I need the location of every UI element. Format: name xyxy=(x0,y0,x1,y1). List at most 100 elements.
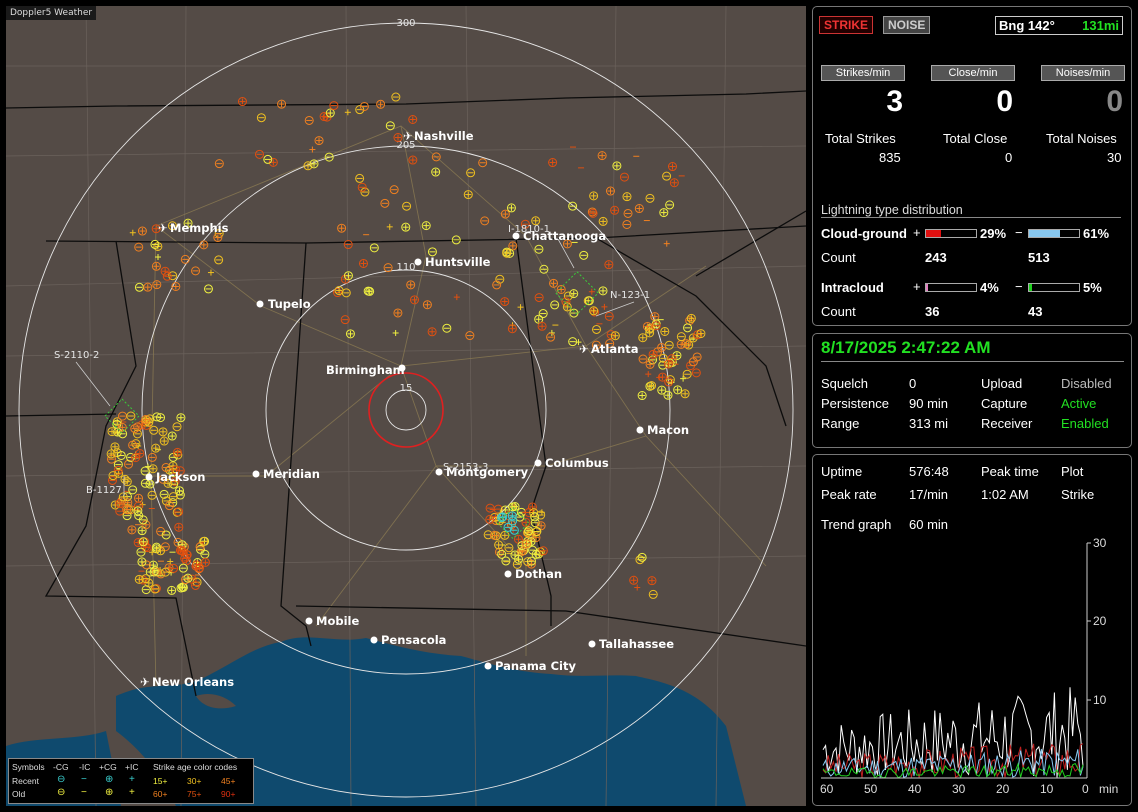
strike-marker xyxy=(612,161,622,171)
strike-marker xyxy=(634,204,644,214)
noise-button[interactable]: NOISE xyxy=(883,16,931,34)
svg-text:Mobile: Mobile xyxy=(316,614,359,628)
total-strikes-value: 835 xyxy=(879,150,901,165)
strike-marker xyxy=(129,229,136,236)
total-close-value: 0 xyxy=(1005,150,1013,165)
range-label-outer: 300 xyxy=(396,18,415,29)
strike-marker xyxy=(604,260,614,270)
range-label-2: 110 xyxy=(396,262,415,273)
trend-panel: Uptime 576:48 Peak time Plot Peak rate 1… xyxy=(812,454,1132,806)
plot-value[interactable]: Strike xyxy=(1061,487,1095,502)
strike-marker xyxy=(393,308,403,318)
strike-marker xyxy=(178,563,188,573)
lightning-map[interactable]: 300 205 110 15 ✈ Nashville ✈ Memphis Chatt… xyxy=(6,6,806,806)
strike-marker xyxy=(502,248,512,258)
recent-neg-ic-icon: − xyxy=(81,774,87,785)
strike-marker xyxy=(177,540,187,550)
strike-marker xyxy=(116,450,126,460)
strike-marker xyxy=(329,101,339,111)
cg-pos-sign: + xyxy=(913,225,921,240)
strike-marker xyxy=(176,583,186,593)
legend-age-15: 15+ xyxy=(153,776,168,786)
strike-marker xyxy=(507,324,517,334)
svg-text:Panama City: Panama City xyxy=(495,659,576,673)
strike-marker xyxy=(648,349,658,359)
strike-marker xyxy=(126,411,136,421)
city-panama-city: Panama City xyxy=(484,659,576,673)
strike-marker xyxy=(147,452,157,462)
city-huntsville: Huntsville xyxy=(414,255,491,269)
peak-time-value: 1:02 AM xyxy=(981,487,1029,502)
ic-pos-bar xyxy=(925,283,977,292)
distance-value: 131mi xyxy=(1082,18,1119,33)
strike-marker xyxy=(391,92,401,102)
strike-marker xyxy=(147,490,157,500)
strike-marker xyxy=(489,530,499,540)
strike-marker xyxy=(167,558,174,565)
strike-marker xyxy=(485,514,495,524)
receiver-label: Receiver xyxy=(981,416,1033,431)
cg-neg-bar xyxy=(1028,229,1080,238)
strikes-min-value: 3 xyxy=(886,85,903,118)
cg-neg-sign: − xyxy=(1015,225,1023,240)
strike-marker xyxy=(587,207,597,217)
strike-marker xyxy=(167,431,177,441)
city-atlanta: ✈ Atlanta xyxy=(579,342,639,356)
strike-marker xyxy=(637,552,647,562)
svg-text:Nashville: Nashville xyxy=(414,129,474,143)
strike-marker xyxy=(534,244,544,254)
strike-marker xyxy=(497,513,507,523)
close-min-header: Close/min xyxy=(931,65,1015,81)
strike-marker xyxy=(376,99,386,109)
range-label-inner: 15 xyxy=(400,383,413,394)
persistence-value: 90 min xyxy=(909,396,949,411)
strike-marker xyxy=(392,329,399,336)
strike-marker xyxy=(159,489,169,499)
strike-marker xyxy=(151,224,161,234)
x-tick-0: 0 xyxy=(1082,782,1089,796)
strike-marker xyxy=(406,280,416,290)
strike-marker xyxy=(507,511,517,521)
ic-count-label: Count xyxy=(821,304,856,319)
legend-old-label: Old xyxy=(12,789,26,799)
ic-neg-sign: − xyxy=(1015,279,1023,294)
strike-marker xyxy=(664,377,674,387)
y-tick-20: 20 xyxy=(1093,614,1107,628)
strike-marker xyxy=(140,478,150,488)
strike-marker xyxy=(393,133,403,143)
legend-col-neg-ic: -IC xyxy=(79,762,91,772)
uptime-value: 576:48 xyxy=(909,464,949,479)
strike-marker xyxy=(682,369,692,379)
svg-text:Memphis: Memphis xyxy=(170,221,229,235)
svg-text:Birmingham: Birmingham xyxy=(326,363,405,377)
strike-marker xyxy=(110,500,120,510)
strike-marker xyxy=(127,525,137,535)
strike-marker xyxy=(638,333,648,343)
settings-panel: 8/17/2025 2:47:22 AM Squelch 0 Upload Di… xyxy=(812,333,1132,448)
svg-text:Tallahassee: Tallahassee xyxy=(599,637,674,651)
strike-marker xyxy=(171,281,181,291)
strike-marker xyxy=(526,559,536,569)
capture-label: Capture xyxy=(981,396,1028,411)
strike-marker xyxy=(195,563,205,573)
trend-window-value[interactable]: 60 min xyxy=(909,517,949,532)
strike-marker xyxy=(200,557,210,567)
strike-marker xyxy=(383,263,393,273)
strike-button[interactable]: STRIKE xyxy=(819,16,874,34)
ic-pos-pct: 4% xyxy=(980,280,999,295)
strike-marker xyxy=(123,498,133,508)
storm-label-1: I-1810-1 xyxy=(508,224,550,235)
divider xyxy=(821,361,1124,362)
strike-marker xyxy=(539,264,549,274)
strike-marker xyxy=(106,449,116,459)
strike-marker xyxy=(651,321,661,331)
city-mobile: Mobile xyxy=(305,614,359,628)
strike-marker xyxy=(534,314,544,324)
strike-marker xyxy=(151,443,161,453)
bearing-readout: Bng 142° 131mi xyxy=(995,16,1123,35)
y-tick-10: 10 xyxy=(1093,693,1107,707)
strike-marker xyxy=(642,321,652,331)
strike-marker xyxy=(113,460,123,470)
strike-marker xyxy=(168,492,178,502)
strike-marker xyxy=(113,465,123,475)
